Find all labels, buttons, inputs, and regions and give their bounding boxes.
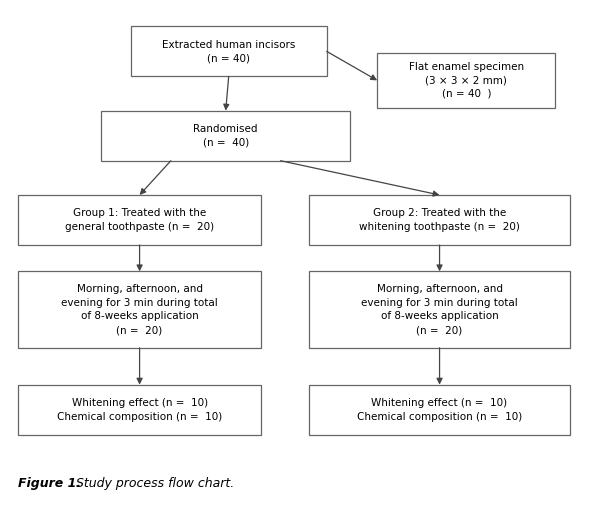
FancyBboxPatch shape — [18, 271, 261, 348]
Text: Randomised
(n =  40): Randomised (n = 40) — [194, 124, 258, 148]
Text: Morning, afternoon, and
evening for 3 min during total
of 8-weeks application
(n: Morning, afternoon, and evening for 3 mi… — [61, 284, 218, 335]
FancyBboxPatch shape — [101, 111, 350, 161]
Text: Whitening effect (n =  10)
Chemical composition (n =  10): Whitening effect (n = 10) Chemical compo… — [57, 398, 222, 422]
FancyBboxPatch shape — [18, 195, 261, 245]
Text: Morning, afternoon, and
evening for 3 min during total
of 8-weeks application
(n: Morning, afternoon, and evening for 3 mi… — [361, 284, 518, 335]
FancyBboxPatch shape — [309, 271, 570, 348]
Text: Whitening effect (n =  10)
Chemical composition (n =  10): Whitening effect (n = 10) Chemical compo… — [357, 398, 522, 422]
Text: Flat enamel specimen
(3 × 3 × 2 mm)
(n = 40  ): Flat enamel specimen (3 × 3 × 2 mm) (n =… — [409, 62, 524, 99]
Text: Figure 1.: Figure 1. — [18, 477, 81, 490]
Text: Group 1: Treated with the
general toothpaste (n =  20): Group 1: Treated with the general toothp… — [65, 208, 214, 232]
Text: Extracted human incisors
(n = 40): Extracted human incisors (n = 40) — [162, 40, 295, 63]
FancyBboxPatch shape — [309, 385, 570, 435]
FancyBboxPatch shape — [131, 26, 327, 76]
FancyBboxPatch shape — [18, 385, 261, 435]
Text: Study process flow chart.: Study process flow chart. — [72, 477, 235, 490]
FancyBboxPatch shape — [309, 195, 570, 245]
Text: Group 2: Treated with the
whitening toothpaste (n =  20): Group 2: Treated with the whitening toot… — [359, 208, 520, 232]
FancyBboxPatch shape — [377, 53, 555, 108]
